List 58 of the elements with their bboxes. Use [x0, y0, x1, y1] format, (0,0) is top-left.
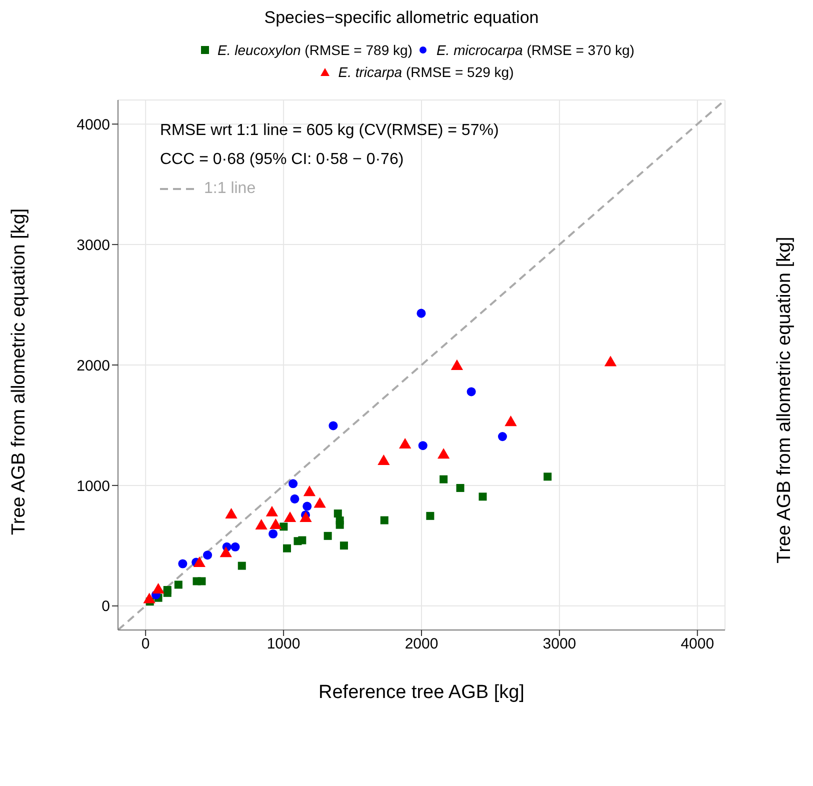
x-tick-label: 2000 [404, 636, 438, 653]
point [416, 308, 426, 318]
y2-axis-title: Tree AGB from allometric equation [kg] [774, 236, 796, 564]
legend-label: 1:1 line [204, 179, 256, 199]
point [328, 421, 338, 430]
y-tick-label: 4000 [76, 116, 110, 134]
point [203, 550, 212, 560]
point [466, 387, 476, 396]
point [230, 542, 240, 552]
annotation: CCC = 0·68 (95% CI: 0·58 − 0·76) [160, 150, 405, 170]
point [456, 484, 464, 492]
y-tick-label: 3000 [76, 236, 110, 254]
point [340, 542, 348, 550]
point [378, 454, 390, 465]
point [268, 529, 278, 538]
point [504, 416, 517, 426]
x-tick-label: 3000 [542, 636, 576, 653]
x-tick-label: 1000 [266, 636, 300, 653]
point [399, 438, 412, 448]
point [303, 486, 316, 496]
y-axis-title: Tree AGB from allometric equation [kg] [8, 208, 30, 535]
point [418, 441, 428, 450]
point [288, 479, 298, 488]
x-axis-title: Reference tree AGB [kg] [318, 682, 524, 703]
point [450, 359, 464, 370]
point [238, 562, 246, 570]
point [314, 497, 326, 508]
point [604, 356, 617, 366]
point [544, 472, 552, 481]
legend-label: E. microcarpa (RMSE = 370 kg) [436, 42, 634, 58]
point [298, 536, 306, 544]
point [334, 510, 342, 518]
chart-title: Species−specific allometric equation [263, 8, 540, 28]
point [440, 475, 448, 484]
y-tick-label: 2000 [76, 357, 110, 374]
legend-label: E. tricarpa (RMSE = 529 kg) [338, 64, 514, 80]
point [198, 577, 206, 586]
point [498, 432, 507, 442]
point [290, 494, 300, 504]
point [174, 580, 182, 589]
x-tick-label: 0 [141, 636, 150, 653]
annotation: RMSE wrt 1:1 line = 605 kg (CV(RMSE) = 57%) [160, 121, 499, 141]
legend-label: E. leucoxylon (RMSE = 789 kg) [218, 42, 412, 58]
point [163, 588, 172, 597]
y-tick-label: 1000 [76, 478, 110, 495]
point [302, 502, 312, 511]
point [178, 559, 188, 568]
x-tick-label: 4000 [680, 636, 714, 653]
point [324, 532, 332, 540]
point [336, 520, 344, 529]
point [280, 522, 288, 531]
point [380, 516, 388, 524]
point [426, 512, 434, 520]
point [282, 544, 291, 552]
point [255, 519, 268, 530]
y-tick-label: 0 [102, 598, 110, 616]
point [437, 448, 450, 459]
point [478, 492, 487, 501]
